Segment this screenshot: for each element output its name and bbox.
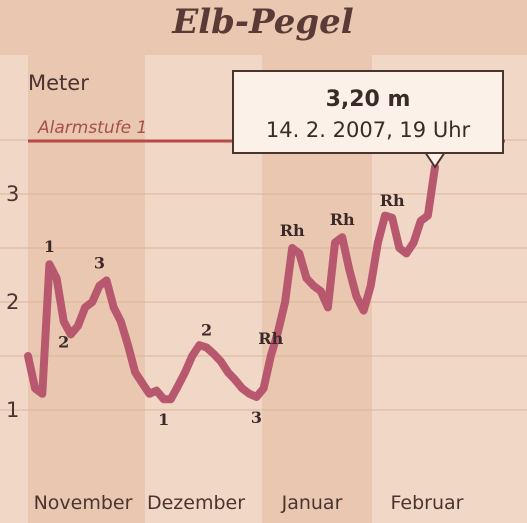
- annotation-label: 3: [94, 253, 105, 272]
- callout: 3,20 m 14. 2. 2007, 19 Uhr: [232, 70, 504, 169]
- callout-date: 14. 2. 2007, 19 Uhr: [266, 118, 471, 142]
- series-line: [24, 163, 439, 404]
- y-tick-labels: 1 2 3: [6, 182, 19, 422]
- y-axis-label: Meter: [28, 71, 89, 95]
- annotation-label: Rh: [380, 191, 405, 210]
- month-label: November: [34, 492, 133, 514]
- annotation-label: 3: [251, 408, 262, 427]
- y-tick-label: 2: [6, 290, 19, 314]
- annotations: 1 2 3 1 2 3 Rh Rh Rh Rh: [44, 191, 405, 429]
- annotation-label: Rh: [280, 221, 305, 240]
- callout-box: [232, 70, 504, 154]
- month-labels: November Dezember Januar Februar: [34, 492, 464, 514]
- annotation-label: 1: [44, 237, 55, 256]
- callout-value: 3,20 m: [326, 87, 411, 112]
- chart-title: Elb-Pegel: [171, 2, 353, 42]
- month-label: Februar: [391, 492, 464, 514]
- y-tick-label: 1: [6, 398, 19, 422]
- y-tick-label: 3: [6, 182, 19, 206]
- series: [24, 163, 439, 404]
- month-stripe: [0, 55, 28, 523]
- month-label: Januar: [281, 492, 343, 514]
- annotation-label: 2: [201, 320, 212, 339]
- alarm-label: Alarmstufe 1: [37, 118, 147, 138]
- annotation-label: Rh: [330, 210, 355, 229]
- annotation-label: 2: [58, 332, 69, 351]
- annotation-label: Rh: [258, 329, 283, 348]
- month-label: Dezember: [147, 492, 245, 514]
- annotation-label: 1: [158, 410, 169, 429]
